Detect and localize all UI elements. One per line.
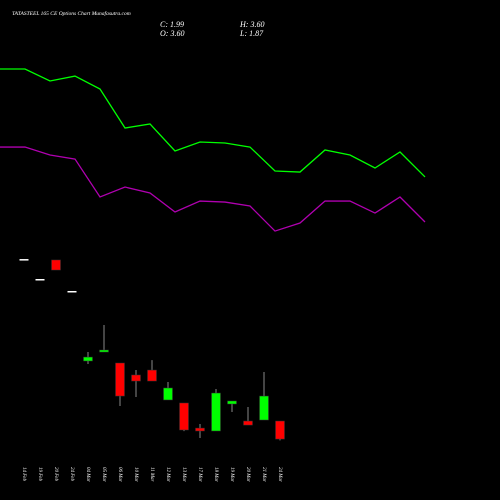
x-tick-label: 10 Mar <box>133 467 138 482</box>
x-tick-label: 05 Mar <box>101 467 106 482</box>
candle-body <box>147 369 157 382</box>
x-tick-label: 20 Feb <box>53 467 58 482</box>
x-tick-label: 24 Mar <box>277 467 282 482</box>
candle-body <box>35 279 45 281</box>
x-tick-label: 06 Mar <box>117 467 122 482</box>
x-tick-label: 19 Mar <box>229 467 234 482</box>
x-tick-label: 18 Mar <box>213 467 218 482</box>
x-tick-label: 12 Mar <box>165 467 170 482</box>
candle-body <box>19 259 29 261</box>
candle-body <box>211 392 221 432</box>
candle-body <box>163 387 173 401</box>
candle-body <box>179 402 189 431</box>
high-label: H: 3.60 <box>239 20 264 29</box>
candle-body <box>83 356 93 362</box>
x-tick-label: 13 Mar <box>181 467 186 482</box>
x-tick-label: 11 Mar <box>149 467 154 482</box>
chart-title: TATASTEEL 165 CE Options Chart Munafasut… <box>12 10 131 17</box>
indicator-line <box>0 68 426 178</box>
candle-body <box>115 362 125 397</box>
candle-body <box>259 395 269 421</box>
x-tick-label: 20 Mar <box>245 467 250 482</box>
candle-body <box>243 420 253 426</box>
x-tick-label: 14 Feb <box>21 467 26 482</box>
x-tick-label: 17 Mar <box>197 467 202 482</box>
candle-body <box>67 290 77 293</box>
candle-body <box>227 400 237 405</box>
open-label: O: 3.60 <box>160 29 184 38</box>
x-tick-label: 24 Feb <box>69 467 74 482</box>
candle-body <box>51 259 61 271</box>
candle-body <box>275 420 285 440</box>
candle-body <box>99 349 109 353</box>
x-tick-label: 19 Feb <box>37 467 42 482</box>
low-label: L: 1.87 <box>239 29 264 38</box>
candle-body <box>131 374 141 382</box>
close-label: C: 1.99 <box>160 20 184 29</box>
x-tick-label: 04 Mar <box>85 467 90 482</box>
candle-body <box>195 427 205 432</box>
indicator-line <box>0 146 426 232</box>
x-tick-label: 21 Mar <box>261 467 266 482</box>
